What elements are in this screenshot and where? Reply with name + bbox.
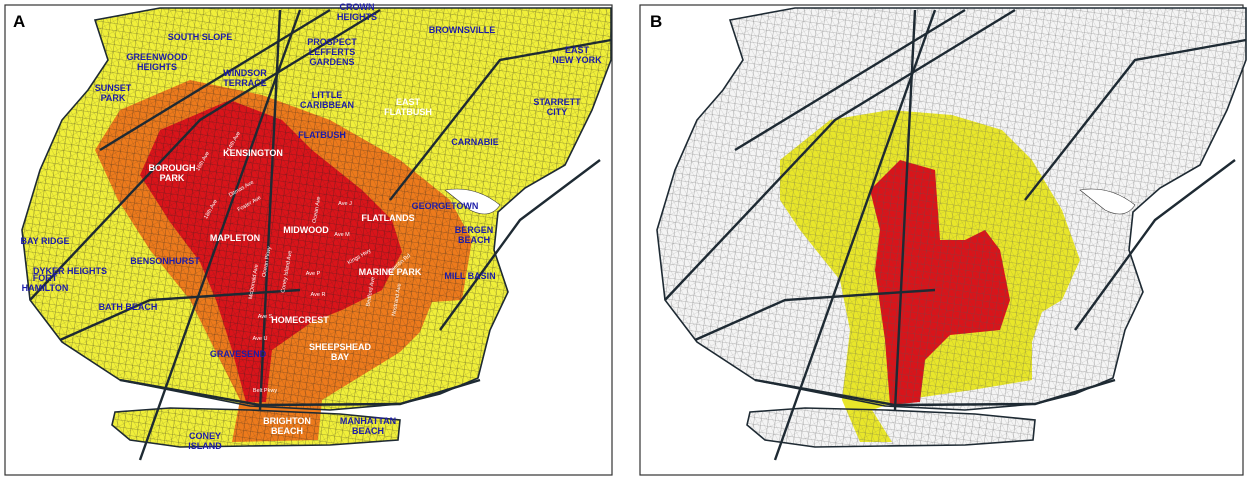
neighborhood-label: FLATLANDS xyxy=(361,213,414,223)
neighborhood-label: ISLAND xyxy=(188,441,222,451)
neighborhood-label: SUNSET xyxy=(95,83,132,93)
highway xyxy=(389,38,612,201)
panel-label: B xyxy=(650,12,662,31)
neighborhood-label: FLATBUSH xyxy=(298,130,346,140)
neighborhood-label: BERGEN xyxy=(455,225,494,235)
street-label: Ocean Pkwy xyxy=(261,246,272,278)
neighborhood-label: FORT xyxy=(33,273,58,283)
street-grid xyxy=(747,408,1035,447)
street-label: Ave M xyxy=(334,232,350,238)
neighborhood-label: FLATBUSH xyxy=(384,107,432,117)
highway xyxy=(773,9,937,461)
street-label: Bedford Ave xyxy=(365,277,376,307)
coastline xyxy=(111,407,401,448)
highway xyxy=(59,288,301,342)
highway xyxy=(754,378,1116,407)
neighborhood-label: MAPLETON xyxy=(210,233,260,243)
neighborhood-label: MANHATTAN xyxy=(340,416,396,426)
neighborhood-label: EAST xyxy=(565,45,590,55)
highway xyxy=(1074,159,1236,331)
neighborhood-label: CITY xyxy=(547,107,568,117)
neighborhood-label: BENSONHURST xyxy=(130,256,200,266)
highway xyxy=(439,159,601,331)
neighborhood-label: BEACH xyxy=(271,426,303,436)
neighborhood-label: EAST xyxy=(396,97,421,107)
street-label: Ave S xyxy=(258,314,273,320)
panel-a-map xyxy=(21,7,612,461)
neighborhood-label: SOUTH SLOPE xyxy=(168,32,233,42)
neighborhood-label: BEACH xyxy=(352,426,384,436)
bay xyxy=(444,188,501,215)
street-label: Ave J xyxy=(338,201,352,207)
neighborhood-label: HOMECREST xyxy=(271,315,329,325)
coastline xyxy=(746,407,1036,448)
street-label: Ocean Ave xyxy=(312,196,323,223)
neighborhood-label: DYKER HEIGHTS xyxy=(33,266,107,276)
neighborhood-label: HEIGHTS xyxy=(137,62,177,72)
highway xyxy=(119,378,481,407)
highway xyxy=(893,9,917,411)
neighborhood-label: CONEY xyxy=(189,431,221,441)
neighborhood-label: MILL BASIN xyxy=(444,271,495,281)
neighborhood-label: GARDENS xyxy=(309,57,354,67)
bay xyxy=(1079,188,1136,215)
neighborhood-label: BEACH xyxy=(458,235,490,245)
neighborhood-label: LEFFERTS xyxy=(309,47,356,57)
highway xyxy=(664,8,1016,301)
street-label: Nostrand Ave xyxy=(391,283,403,316)
street-label: Belt Pkwy xyxy=(253,388,277,394)
neighborhood-label: STARRETT xyxy=(533,97,581,107)
neighborhood-label: GEORGETOWN xyxy=(412,201,479,211)
panel-label: A xyxy=(13,12,25,31)
neighborhood-label: CROWN xyxy=(340,2,375,12)
neighborhood-label: GREENWOOD xyxy=(126,52,188,62)
neighborhood-label: HEIGHTS xyxy=(337,12,377,22)
neighborhood-label: PROSPECT xyxy=(307,37,357,47)
neighborhood-label: NEW YORK xyxy=(552,55,602,65)
neighborhood-label: BOROUGH xyxy=(149,163,196,173)
neighborhood-label: LITTLE xyxy=(312,90,343,100)
neighborhood-label: MARINE PARK xyxy=(359,267,422,277)
neighborhood-label: GRAVESEND xyxy=(210,349,267,359)
highway xyxy=(29,8,381,301)
neighborhood-label: PARK xyxy=(160,173,185,183)
neighborhood-label: HAMILTON xyxy=(22,283,69,293)
neighborhood-label: CARNABIE xyxy=(451,137,499,147)
highway xyxy=(258,9,282,411)
neighborhood-label: BAY xyxy=(331,352,349,362)
street-label: Ave R xyxy=(311,292,326,298)
highway xyxy=(694,288,936,342)
street-label: Ave U xyxy=(253,336,268,342)
panel-b-map xyxy=(656,7,1247,461)
neighborhood-label: BATH BEACH xyxy=(99,302,158,312)
neighborhood-label: PARK xyxy=(101,93,126,103)
neighborhood-label: MIDWOOD xyxy=(283,225,329,235)
neighborhood-label: TERRACE xyxy=(223,78,267,88)
neighborhood-label: KENSINGTON xyxy=(223,148,283,158)
neighborhood-label: BAY RIDGE xyxy=(20,236,69,246)
neighborhood-label: WINDSOR xyxy=(223,68,267,78)
highway xyxy=(1024,38,1247,201)
highway xyxy=(138,9,302,461)
street-grid xyxy=(112,408,400,447)
neighborhood-label: BRIGHTON xyxy=(263,416,311,426)
street-label: Ave P xyxy=(306,271,321,277)
neighborhood-label: CARIBBEAN xyxy=(300,100,354,110)
neighborhood-label: SHEEPSHEAD xyxy=(309,342,372,352)
neighborhood-label: BROWNSVILLE xyxy=(429,25,496,35)
